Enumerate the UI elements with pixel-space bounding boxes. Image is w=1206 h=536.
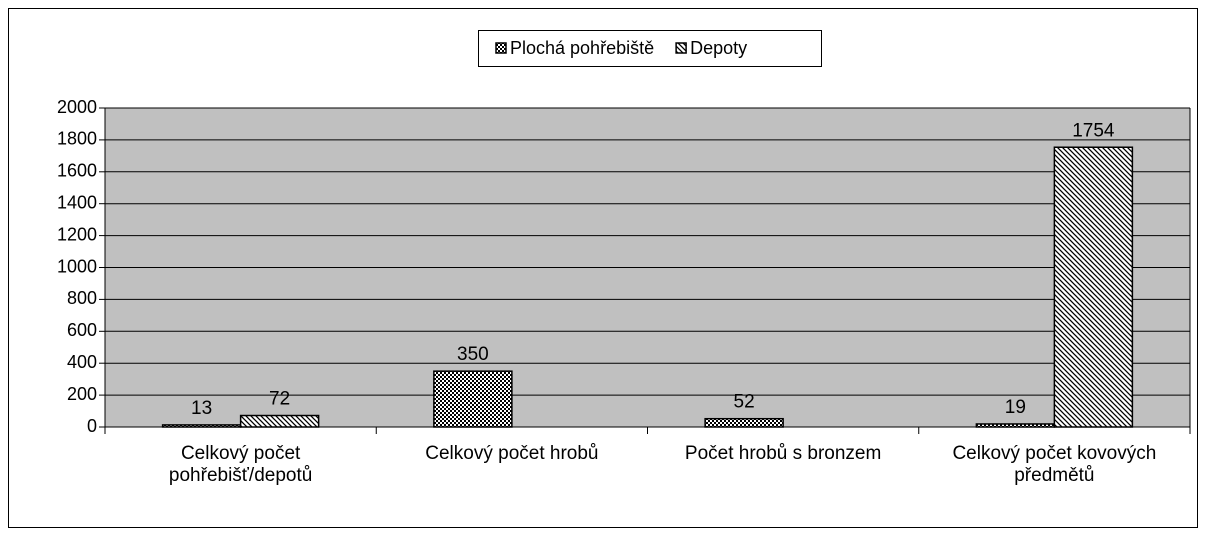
legend-label: Plochá pohřebiště [510, 38, 654, 58]
y-tick-label: 1000 [57, 256, 97, 276]
x-tick-label: Celkový počet hrobů [425, 443, 599, 464]
data-label: 13 [191, 398, 212, 419]
legend-swatch [495, 42, 507, 54]
bar [161, 424, 242, 428]
bar [975, 423, 1056, 428]
x-tick-label: Celkový počet kovových předmětů [952, 443, 1157, 486]
data-label: 52 [734, 392, 755, 413]
x-tick-label: Počet hrobů s bronzem [684, 443, 882, 464]
bar [1053, 146, 1134, 428]
y-tick-label: 800 [67, 288, 97, 308]
bar [704, 417, 784, 428]
y-tick-label: 400 [67, 352, 97, 372]
y-tick-label: 2000 [57, 97, 97, 117]
legend-swatch [675, 42, 687, 54]
y-tick-label: 600 [67, 320, 97, 340]
y-tick-label: 1200 [57, 224, 97, 244]
x-tick-label: Celkový počet pohřebišť/depotů [168, 443, 313, 486]
data-label: 1754 [1072, 120, 1115, 141]
bar [433, 370, 513, 428]
y-tick-label: 1400 [57, 192, 97, 212]
y-tick-label: 200 [67, 384, 97, 404]
legend-label: Depoty [690, 38, 747, 58]
data-label: 350 [457, 344, 489, 365]
y-tick-label: 1800 [57, 129, 97, 149]
y-tick-label: 1600 [57, 161, 97, 181]
bar [239, 414, 320, 428]
legend [478, 30, 822, 67]
data-label: 72 [269, 389, 290, 410]
data-label: 19 [1005, 397, 1026, 418]
y-tick-label: 0 [87, 416, 97, 436]
